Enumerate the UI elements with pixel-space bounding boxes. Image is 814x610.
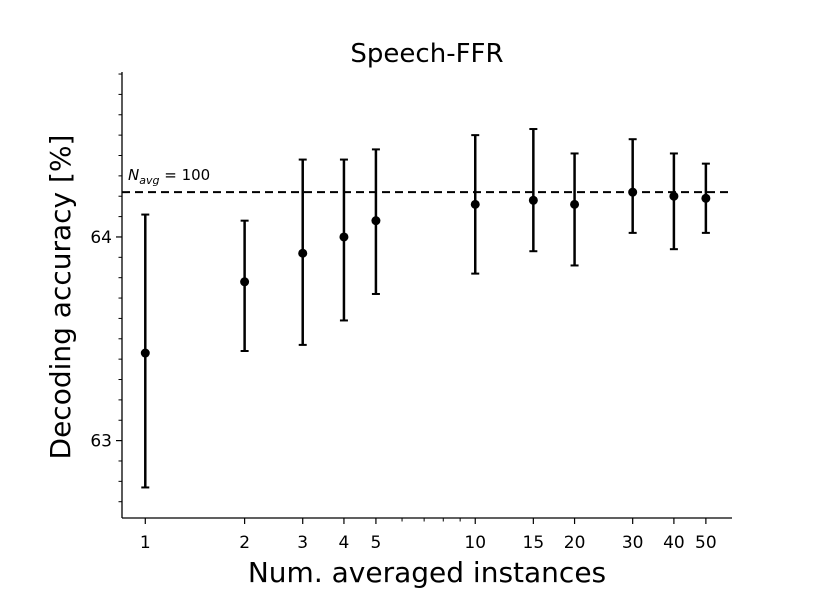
- x-tick-label: 30: [622, 533, 644, 553]
- x-tick-label: 15: [523, 533, 545, 553]
- y-axis-label: Decoding accuracy [%]: [44, 135, 77, 460]
- plot-area: 1 2 3 4 5 10 15 20 30 40 50 63 64: [90, 72, 732, 553]
- y-tick-label: 63: [90, 432, 112, 452]
- data-point: [298, 248, 308, 258]
- x-tick-label: 1: [140, 533, 151, 553]
- data-point: [669, 191, 679, 201]
- data-point: [570, 199, 580, 209]
- data-point: [339, 232, 349, 242]
- x-tick-label: 20: [564, 533, 586, 553]
- data-point: [628, 187, 638, 197]
- x-tick-label: 5: [371, 533, 382, 553]
- reference-line-label: Navg = 100: [128, 166, 210, 187]
- data-point: [371, 216, 381, 226]
- x-tick-label: 50: [695, 533, 717, 553]
- data-point: [240, 277, 250, 287]
- chart-title: Speech-FFR: [350, 39, 503, 69]
- data-point: [528, 195, 538, 205]
- x-tick-label: 4: [339, 533, 350, 553]
- data-point: [140, 348, 150, 358]
- x-tick-label: 40: [663, 533, 685, 553]
- x-tick-label: 2: [239, 533, 250, 553]
- x-tick-label: 3: [297, 533, 308, 553]
- data-point: [470, 199, 480, 209]
- x-tick-label: 10: [464, 533, 486, 553]
- y-tick-label: 64: [90, 228, 112, 248]
- x-axis-label: Num. averaged instances: [248, 556, 606, 589]
- data-point: [701, 193, 711, 203]
